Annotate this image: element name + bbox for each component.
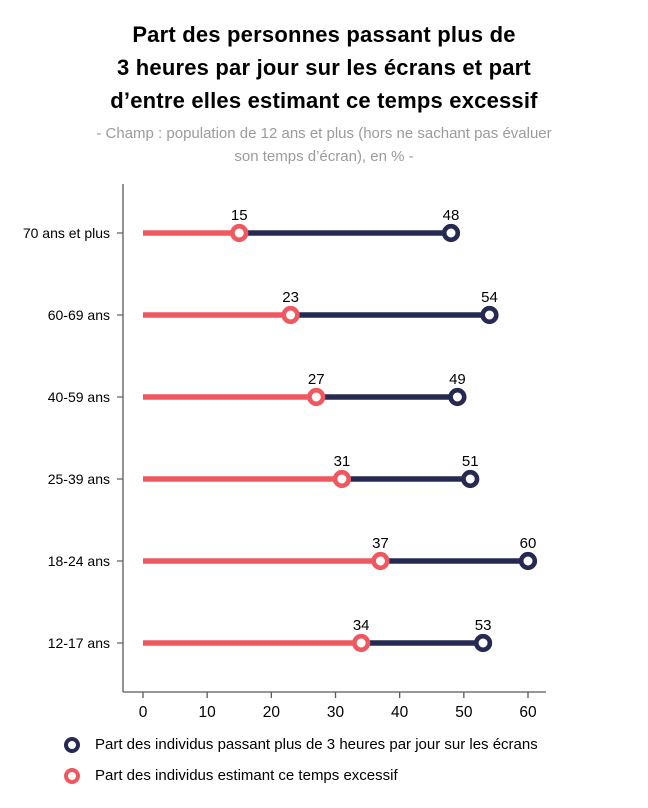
legend-marker-navy-icon: [64, 736, 80, 753]
navy-value-label: 49: [449, 371, 466, 388]
legend-label-excessive: Part des individus estimant ce temps exc…: [95, 767, 398, 784]
category-label: 25-39 ans: [48, 471, 110, 487]
navy-marker: [448, 387, 467, 407]
red-value-label: 15: [231, 207, 248, 224]
legend-label-screens: Part des individus passant plus de 3 heu…: [95, 736, 538, 753]
x-tick-label: 50: [455, 704, 473, 721]
navy-value-label: 54: [481, 289, 498, 306]
navy-value-label: 48: [443, 207, 460, 224]
red-marker: [332, 469, 352, 489]
chart-legend: Part des individus passant plus de 3 heu…: [64, 735, 648, 785]
navy-marker: [518, 551, 538, 571]
subtitle-line-1: - Champ : population de 12 ans et plus (…: [96, 125, 552, 142]
red-value-label: 34: [353, 617, 370, 634]
red-marker: [307, 387, 326, 407]
chart-subtitle: - Champ : population de 12 ans et plus (…: [0, 122, 648, 168]
category-label: 40-59 ans: [48, 389, 110, 405]
title-line-1: Part des personnes passant plus de: [132, 22, 516, 47]
category-label: 60-69 ans: [48, 307, 110, 323]
dumbbell-chart: 0 10 20 30 40 50 60 70 ans et plus 48 15 60-69 ans…: [23, 184, 546, 721]
red-marker: [352, 633, 371, 653]
red-value-label: 31: [334, 453, 351, 470]
navy-marker: [480, 305, 499, 325]
x-tick-label: 30: [327, 704, 345, 721]
subtitle-line-2: son temps d’écran), en % -: [234, 148, 414, 165]
navy-value-label: 60: [520, 535, 537, 552]
x-tick-label: 0: [139, 704, 148, 721]
title-line-3: d’entre elles estimant ce temps excessif: [110, 88, 538, 113]
legend-item-screens: Part des individus passant plus de 3 heu…: [64, 735, 648, 754]
navy-value-label: 53: [475, 617, 492, 634]
x-tick-label: 20: [263, 704, 281, 721]
navy-marker: [461, 469, 480, 489]
red-value-label: 37: [372, 535, 389, 552]
navy-marker: [473, 633, 493, 653]
x-tick-label: 40: [391, 704, 409, 721]
navy-value-label: 51: [462, 453, 479, 470]
legend-item-excessive: Part des individus estimant ce temps exc…: [64, 766, 648, 785]
legend-marker-red-icon: [64, 767, 80, 784]
red-value-label: 27: [308, 371, 325, 388]
category-label: 70 ans et plus: [23, 225, 110, 241]
title-line-2: 3 heures par jour sur les écrans et part: [117, 55, 531, 80]
category-label: 12-17 ans: [48, 635, 110, 651]
red-marker: [371, 551, 390, 571]
red-value-label: 23: [282, 289, 299, 306]
red-marker: [281, 305, 300, 325]
red-marker: [230, 223, 249, 243]
x-tick-label: 60: [519, 704, 537, 721]
chart-title: Part des personnes passant plus de 3 heu…: [0, 0, 648, 117]
category-label: 18-24 ans: [48, 553, 110, 569]
navy-marker: [441, 223, 461, 243]
x-tick-label: 10: [199, 704, 217, 721]
